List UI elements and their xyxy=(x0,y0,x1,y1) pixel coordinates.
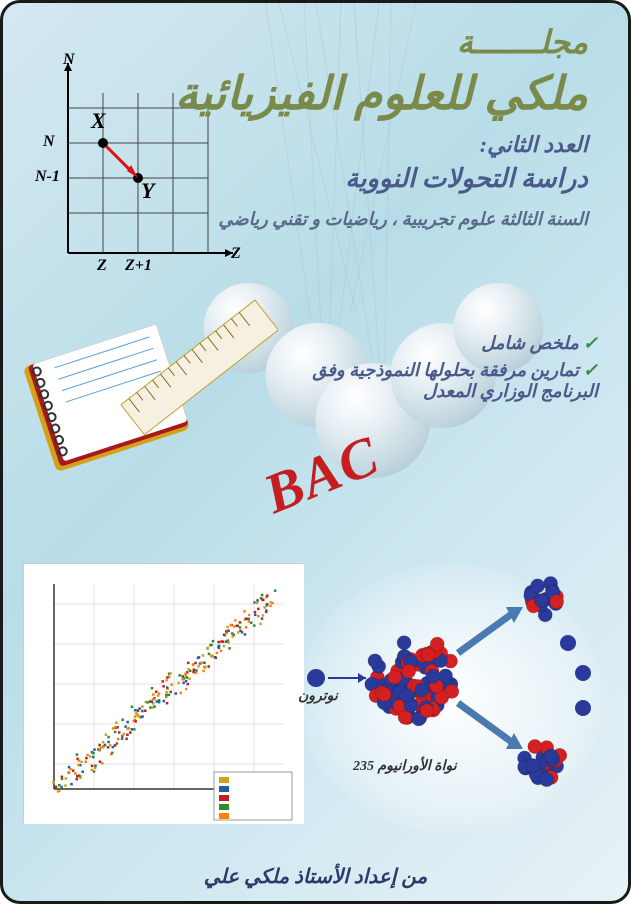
footer-credit: من إعداد الأستاذ ملكي علي xyxy=(3,864,628,889)
header: مجلـــــــة ملكي للعلوم الفيزيائية العدد… xyxy=(175,23,588,230)
bullet-list: ✓ملخص شامل ✓تمارين مرفقة بحلولها النموذج… xyxy=(258,333,598,408)
check-icon: ✓ xyxy=(583,360,598,380)
check-icon: ✓ xyxy=(583,333,598,353)
nucleus-label: نواة الأورانيوم 235 xyxy=(353,758,457,775)
n-axis-arrow-label: N xyxy=(63,51,75,69)
scatter-chart xyxy=(23,563,303,823)
magazine-cover: مجلـــــــة ملكي للعلوم الفيزيائية العدد… xyxy=(0,0,631,904)
magazine-title: ملكي للعلوم الفيزيائية xyxy=(175,66,588,120)
y-point-label: Y xyxy=(141,178,154,204)
x-point-label: X xyxy=(91,108,106,134)
neutron-label: نوترون xyxy=(298,688,338,705)
level-label: السنة الثالثة علوم تجريبية ، رياضيات و ت… xyxy=(175,209,588,230)
bullet-item: ✓ملخص شامل xyxy=(258,333,598,354)
magazine-label: مجلـــــــة xyxy=(175,23,588,61)
z-axis-arrow-label: Z xyxy=(231,245,241,263)
notebook-ruler-illustration xyxy=(18,293,278,493)
n-tick-label: N xyxy=(43,133,55,151)
n1-tick-label: N-1 xyxy=(35,168,60,186)
z-tick-label: Z xyxy=(97,257,107,275)
fission-diagram: نوترون نواة الأورانيوم 235 xyxy=(298,563,603,833)
issue-label: العدد الثاني: xyxy=(175,132,588,158)
topic-title: دراسة التحولات النووية xyxy=(175,164,588,194)
bullet-item: ✓تمارين مرفقة بحلولها النموذجية وفق البر… xyxy=(258,360,598,402)
z1-tick-label: Z+1 xyxy=(125,257,152,275)
